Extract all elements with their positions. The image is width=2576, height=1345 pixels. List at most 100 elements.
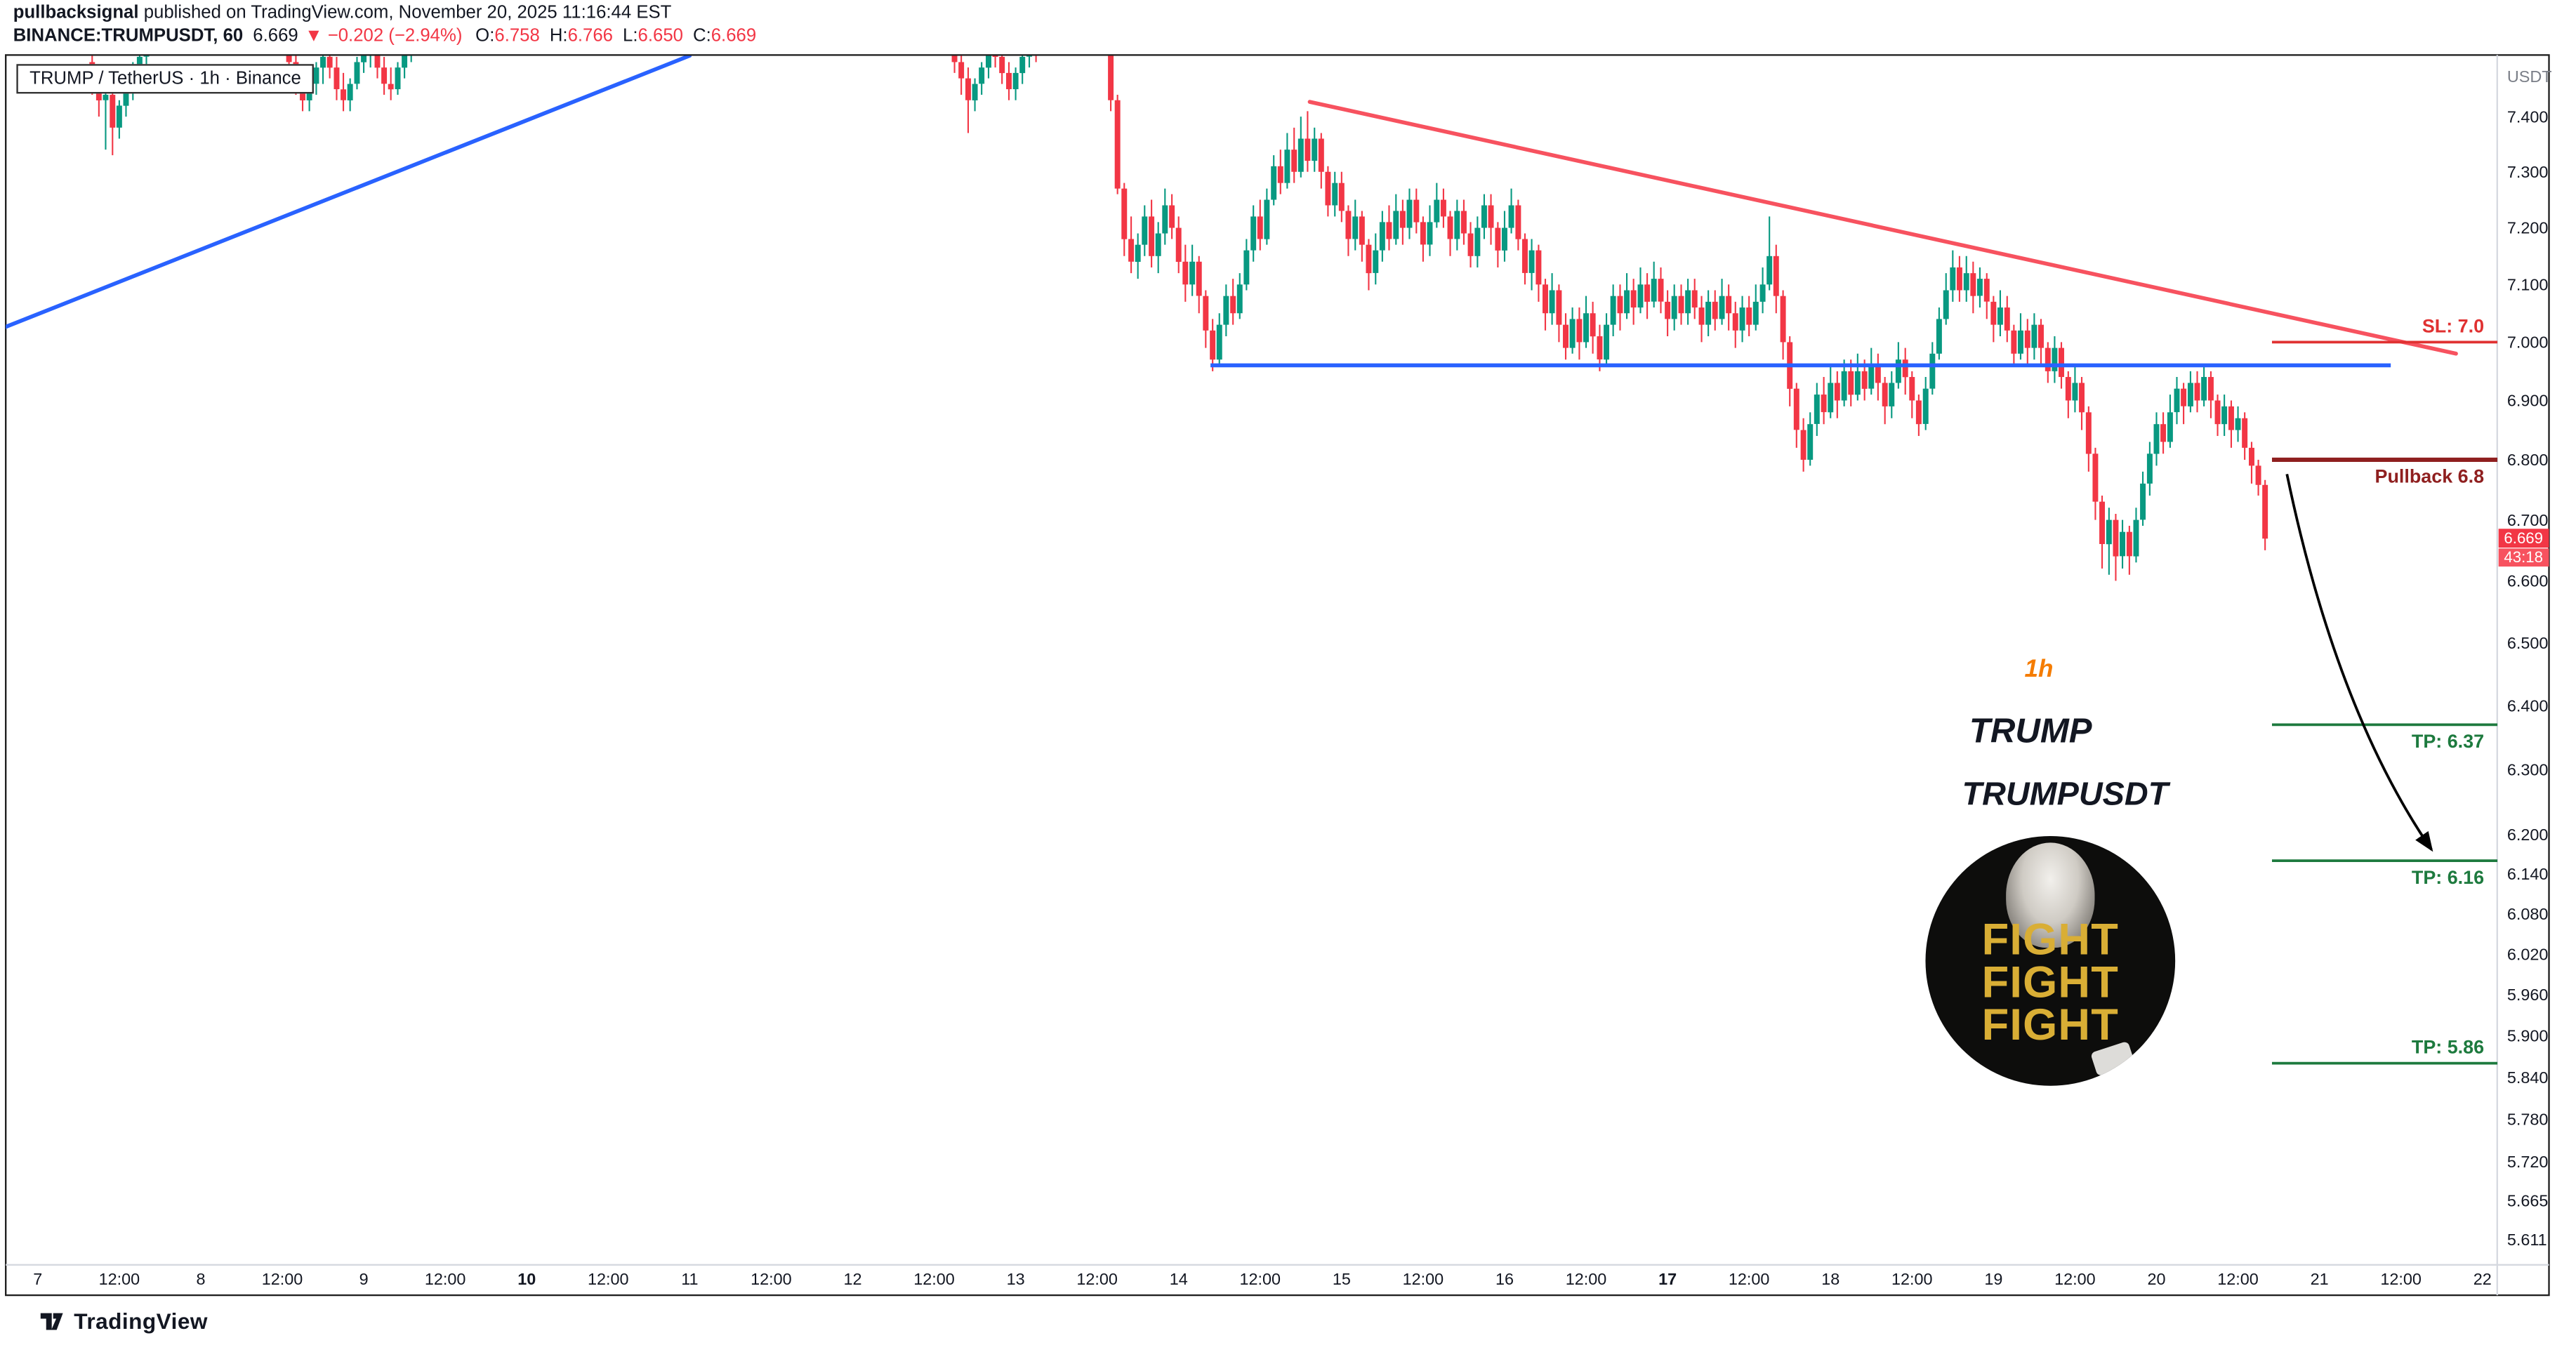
candle-body <box>1271 166 1277 200</box>
candle-body <box>341 89 347 100</box>
time-tick-label: 12:00 <box>1240 1270 1281 1288</box>
candle-body <box>1821 395 1827 413</box>
time-tick-label: 9 <box>359 1270 369 1288</box>
time-tick-label: 12:00 <box>2380 1270 2422 1288</box>
time-tick-label: 12:00 <box>1891 1270 1933 1288</box>
candle-body <box>2255 465 2261 485</box>
candle-body <box>2248 447 2254 466</box>
candle-body <box>1264 199 1270 239</box>
candle-body <box>1983 279 1990 302</box>
symbol-title: BINANCE:TRUMPUSDT, 60 <box>13 25 244 46</box>
countdown-badge <box>2498 548 2549 567</box>
candle-body <box>2024 330 2030 348</box>
tradingview-footer-link[interactable]: TradingView <box>38 1308 208 1336</box>
last-price: 6.669 <box>253 25 298 46</box>
candle-body <box>2201 377 2207 401</box>
trump-fight-image: FIGHT FIGHT FIGHT <box>1925 836 2176 1086</box>
candle-body <box>1440 199 1446 217</box>
price-tick-label: 6.600 <box>2507 572 2549 590</box>
price-tick-label: 6.140 <box>2507 865 2549 883</box>
candle-body <box>1909 377 1915 401</box>
candle-body <box>395 67 401 90</box>
candle-body <box>381 67 388 84</box>
candle-body <box>1678 296 1684 314</box>
candle-body <box>1508 205 1514 228</box>
candle-body <box>992 55 998 57</box>
time-tick-label: 18 <box>1821 1270 1839 1288</box>
open-value: 6.758 <box>494 25 540 46</box>
candle-body <box>1956 267 1962 291</box>
timeframe-annotation: 1h <box>2024 655 2054 684</box>
candle-body <box>1705 301 1712 325</box>
candle-body <box>1712 301 1718 319</box>
open-label: O: <box>475 25 495 46</box>
candle-body <box>1807 424 1814 460</box>
candle-body <box>2031 324 2037 348</box>
last-price-badge-value: 6.669 <box>2504 529 2543 547</box>
candle-body <box>1814 395 1820 424</box>
candle-body <box>2228 406 2234 430</box>
candle-body <box>2133 519 2139 557</box>
pullback-label: Pullback 6.8 <box>2375 466 2485 487</box>
candle-body <box>2174 388 2180 413</box>
price-tick-label: 7.200 <box>2507 219 2549 237</box>
candle-body <box>1644 284 1651 302</box>
candle-body <box>2011 330 2017 354</box>
price-tick-label: 5.780 <box>2507 1110 2549 1128</box>
candle-body <box>1576 319 1583 343</box>
candle-body <box>1162 205 1168 234</box>
candle-body <box>1617 296 1623 314</box>
candle-body <box>2106 519 2112 545</box>
candle-body <box>972 84 978 100</box>
candle-body <box>1569 319 1576 348</box>
price-tick-label: 6.300 <box>2507 760 2549 778</box>
candle-body <box>1848 371 1854 395</box>
candle-body <box>1651 279 1657 302</box>
candle-body <box>1012 72 1019 90</box>
take-profit-2-label: TP: 6.16 <box>2412 867 2484 888</box>
candle-body <box>1155 233 1161 256</box>
candle-body <box>402 55 408 68</box>
price-tick-label: 6.400 <box>2507 696 2549 715</box>
close-value: 6.669 <box>711 25 757 46</box>
candle-body <box>1250 216 1257 251</box>
close-label: C: <box>693 25 711 46</box>
candle-body <box>1556 290 1562 325</box>
time-tick-label: 11 <box>681 1270 698 1288</box>
high-value: 6.766 <box>567 25 614 46</box>
price-tick-label: 5.900 <box>2507 1027 2549 1045</box>
candle-body <box>388 84 394 90</box>
candle-body <box>999 56 1005 74</box>
candle-body <box>1332 183 1338 206</box>
candle-body <box>1691 290 1698 308</box>
candle-body <box>1033 41 1039 51</box>
candle-body <box>103 95 109 100</box>
time-tick-label: 19 <box>1984 1270 2002 1288</box>
low-label: L: <box>623 25 638 46</box>
high-label: H: <box>549 25 568 46</box>
candle-body <box>2167 412 2173 442</box>
candle-body <box>1624 290 1630 314</box>
candle-body <box>1997 307 2003 325</box>
candle-body <box>1549 290 1555 314</box>
candle-body <box>1304 138 1311 161</box>
price-tick-label: 7.400 <box>2507 107 2549 126</box>
candle-body <box>1189 261 1196 285</box>
candle-body <box>1875 365 1881 383</box>
candle-body <box>1515 205 1521 239</box>
publish-text: published on TradingView.com, November 2… <box>138 3 672 23</box>
candle-body <box>1481 205 1487 228</box>
coin-name-annotation: TRUMP <box>1969 713 2092 751</box>
candle-body <box>368 46 374 52</box>
candle-body <box>1719 296 1725 319</box>
take-profit-3-label: TP: 5.86 <box>2412 1037 2484 1058</box>
author-link[interactable]: pullbacksignal <box>13 3 139 23</box>
candle-body <box>2207 377 2214 401</box>
time-tick-label: 14 <box>1170 1270 1188 1288</box>
candle-body <box>2072 383 2078 401</box>
axes-layer: USDT 7.400 7.300 7.200 7.100 7.000 6.900 6.800 6… <box>33 67 2551 1288</box>
candle-body <box>1889 383 1895 406</box>
symbol-ohlc-row: BINANCE:TRUMPUSDT, 60 6.669 ▼ −0.202 (−2.9… <box>13 25 766 45</box>
candle-body <box>1590 313 1596 337</box>
